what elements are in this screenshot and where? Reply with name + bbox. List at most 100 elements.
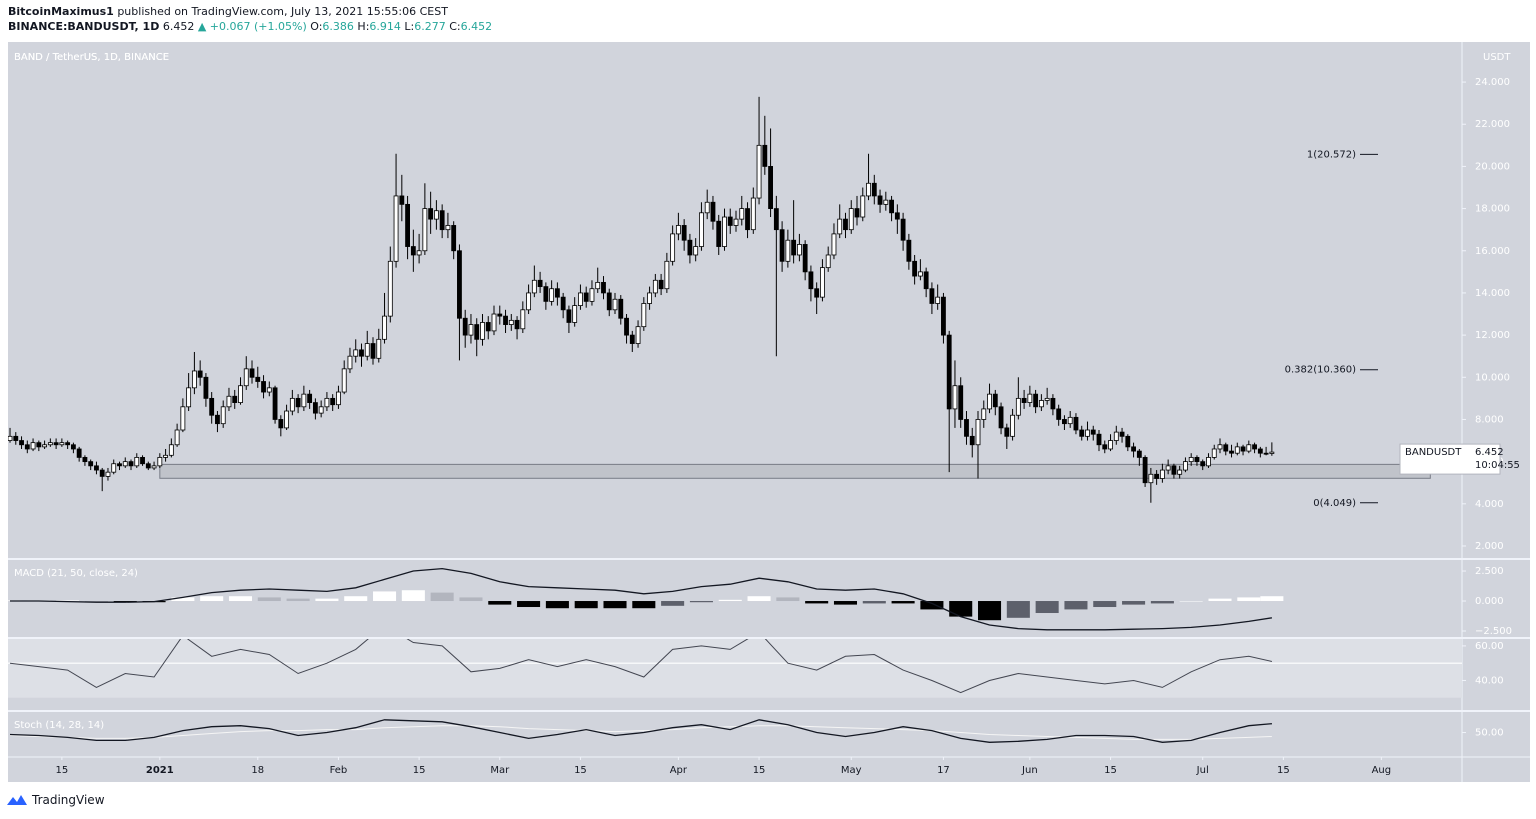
candle-body (1200, 461, 1206, 467)
candle-body (1229, 450, 1234, 454)
candle-body (324, 397, 330, 408)
candle-body (1067, 416, 1073, 425)
ohlc-value: 6.386 (322, 20, 354, 33)
candle-body (641, 303, 647, 328)
candle-body (1131, 446, 1136, 452)
candle-body (912, 260, 918, 277)
candle-body (341, 368, 347, 393)
candle-body (1090, 429, 1096, 435)
histogram-bar (401, 590, 425, 602)
candle-body (941, 296, 946, 336)
candle-body (722, 216, 727, 247)
candle-body (174, 429, 180, 446)
candle-body (88, 461, 94, 467)
histogram-bar (1122, 601, 1146, 605)
candle-body (583, 292, 589, 302)
candle-body (1102, 444, 1108, 450)
candle-body (670, 233, 676, 262)
candle-body (59, 442, 65, 446)
fib-label: 1(20.572) (1307, 149, 1356, 160)
candle-body (42, 444, 48, 448)
y-tick-label: 4.000 (1475, 499, 1504, 510)
x-tick-label: 15 (1104, 765, 1117, 776)
x-tick-label: Mar (490, 765, 510, 776)
candle-body (468, 324, 474, 336)
histogram-bar (1150, 601, 1174, 604)
candle-body (1010, 414, 1015, 437)
y-tick-label: 20.000 (1475, 161, 1510, 172)
candle-body (589, 288, 595, 302)
macd-line (10, 567, 1273, 631)
ohlc-label: H: (357, 20, 370, 33)
x-tick-label: Jun (1021, 765, 1038, 776)
candle-body (762, 144, 768, 167)
candle-body (65, 442, 71, 446)
candle-body (243, 368, 249, 387)
candle-body (428, 208, 434, 220)
candle-body (503, 315, 508, 325)
candle-body (1142, 457, 1148, 484)
candle-body (70, 444, 76, 450)
candle-body (1183, 461, 1188, 471)
y-tick-label: 8.000 (1475, 414, 1504, 425)
candle-body (1263, 452, 1269, 455)
candle-body (191, 370, 197, 389)
candle-body (416, 250, 422, 256)
y-tick-label: 14.000 (1475, 288, 1510, 299)
publish-info: published on TradingView.com, July 13, 2… (117, 5, 448, 18)
candle-body (433, 210, 439, 220)
histogram-bar (56, 600, 80, 602)
candle-body (99, 469, 105, 477)
histogram-bar (344, 596, 368, 602)
candle-body (675, 225, 681, 235)
candle-body (883, 199, 889, 205)
candle-body (981, 408, 987, 420)
candle-body (1125, 435, 1131, 448)
candle-body (203, 376, 209, 399)
chart: BAND / TetherUS, 1D, BINANCE USDT 2.000 4… (8, 42, 1530, 782)
candle-body (1004, 427, 1010, 437)
candle-body (370, 343, 376, 359)
candle-body (733, 218, 739, 226)
last-price: 6.452 (162, 20, 195, 33)
candle-body (451, 225, 457, 252)
candle-body (773, 208, 779, 231)
ohlc-value: 6.452 (460, 20, 493, 33)
candle-body (866, 182, 871, 197)
candle-body (526, 292, 531, 311)
candle-body (111, 463, 117, 473)
candle-body (860, 195, 866, 218)
candle-body (497, 313, 503, 317)
candle-body (802, 244, 808, 273)
x-tick-label: 18 (251, 765, 264, 776)
candle-body (399, 195, 405, 205)
candle-body (814, 288, 820, 298)
histogram-bar (718, 599, 742, 602)
candle-body (946, 334, 952, 410)
candle-body (1044, 397, 1050, 401)
candle-body (13, 435, 19, 441)
candle-body (889, 199, 894, 214)
candle-body (474, 324, 480, 340)
ohlc-value: 6.914 (369, 20, 401, 33)
candle-body (992, 393, 998, 408)
histogram-bar (1064, 601, 1088, 610)
candle-body (508, 319, 514, 325)
candle-body (163, 454, 169, 458)
candle-body (1211, 448, 1217, 458)
pane-plot (9, 719, 1272, 743)
candle-body (295, 397, 301, 408)
candle-body (917, 271, 923, 277)
histogram-bar (1237, 597, 1261, 602)
histogram-bar (200, 596, 224, 602)
candle-body (1027, 393, 1033, 403)
histogram-bar (1006, 601, 1030, 618)
candle-body (76, 448, 82, 458)
candle-body (1171, 465, 1177, 475)
candle-body (36, 442, 42, 448)
candle-body (1165, 465, 1171, 471)
histogram-bar (862, 601, 886, 604)
histogram-bar (776, 597, 800, 602)
author[interactable]: BitcoinMaximus1 (8, 5, 114, 18)
candle-body (808, 271, 814, 290)
